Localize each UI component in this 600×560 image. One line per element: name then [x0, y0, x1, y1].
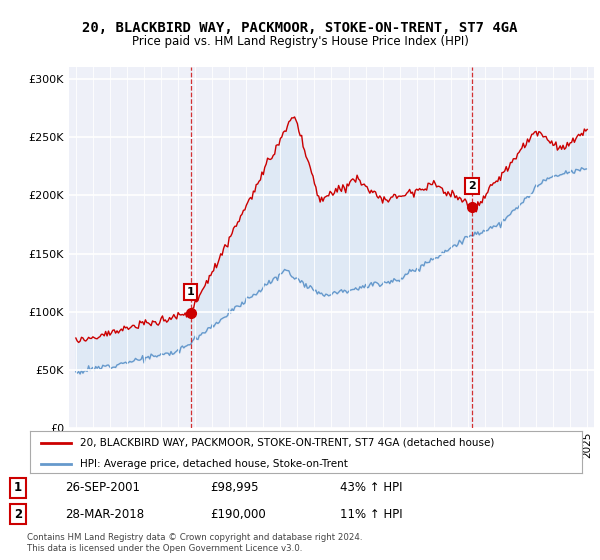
Text: 1: 1	[187, 287, 194, 297]
Text: 43% ↑ HPI: 43% ↑ HPI	[340, 481, 403, 494]
Text: Contains HM Land Registry data © Crown copyright and database right 2024.
This d: Contains HM Land Registry data © Crown c…	[27, 533, 362, 553]
Text: Price paid vs. HM Land Registry's House Price Index (HPI): Price paid vs. HM Land Registry's House …	[131, 35, 469, 48]
Text: 26-SEP-2001: 26-SEP-2001	[65, 481, 140, 494]
Text: 11% ↑ HPI: 11% ↑ HPI	[340, 508, 403, 521]
Text: HPI: Average price, detached house, Stoke-on-Trent: HPI: Average price, detached house, Stok…	[80, 459, 347, 469]
Text: 1: 1	[14, 481, 22, 494]
Text: £98,995: £98,995	[210, 481, 259, 494]
Text: 2: 2	[14, 508, 22, 521]
Text: 20, BLACKBIRD WAY, PACKMOOR, STOKE-ON-TRENT, ST7 4GA (detached house): 20, BLACKBIRD WAY, PACKMOOR, STOKE-ON-TR…	[80, 438, 494, 448]
Text: 20, BLACKBIRD WAY, PACKMOOR, STOKE-ON-TRENT, ST7 4GA: 20, BLACKBIRD WAY, PACKMOOR, STOKE-ON-TR…	[82, 21, 518, 35]
Text: 2: 2	[468, 181, 476, 191]
Text: 28-MAR-2018: 28-MAR-2018	[65, 508, 144, 521]
Text: £190,000: £190,000	[210, 508, 266, 521]
